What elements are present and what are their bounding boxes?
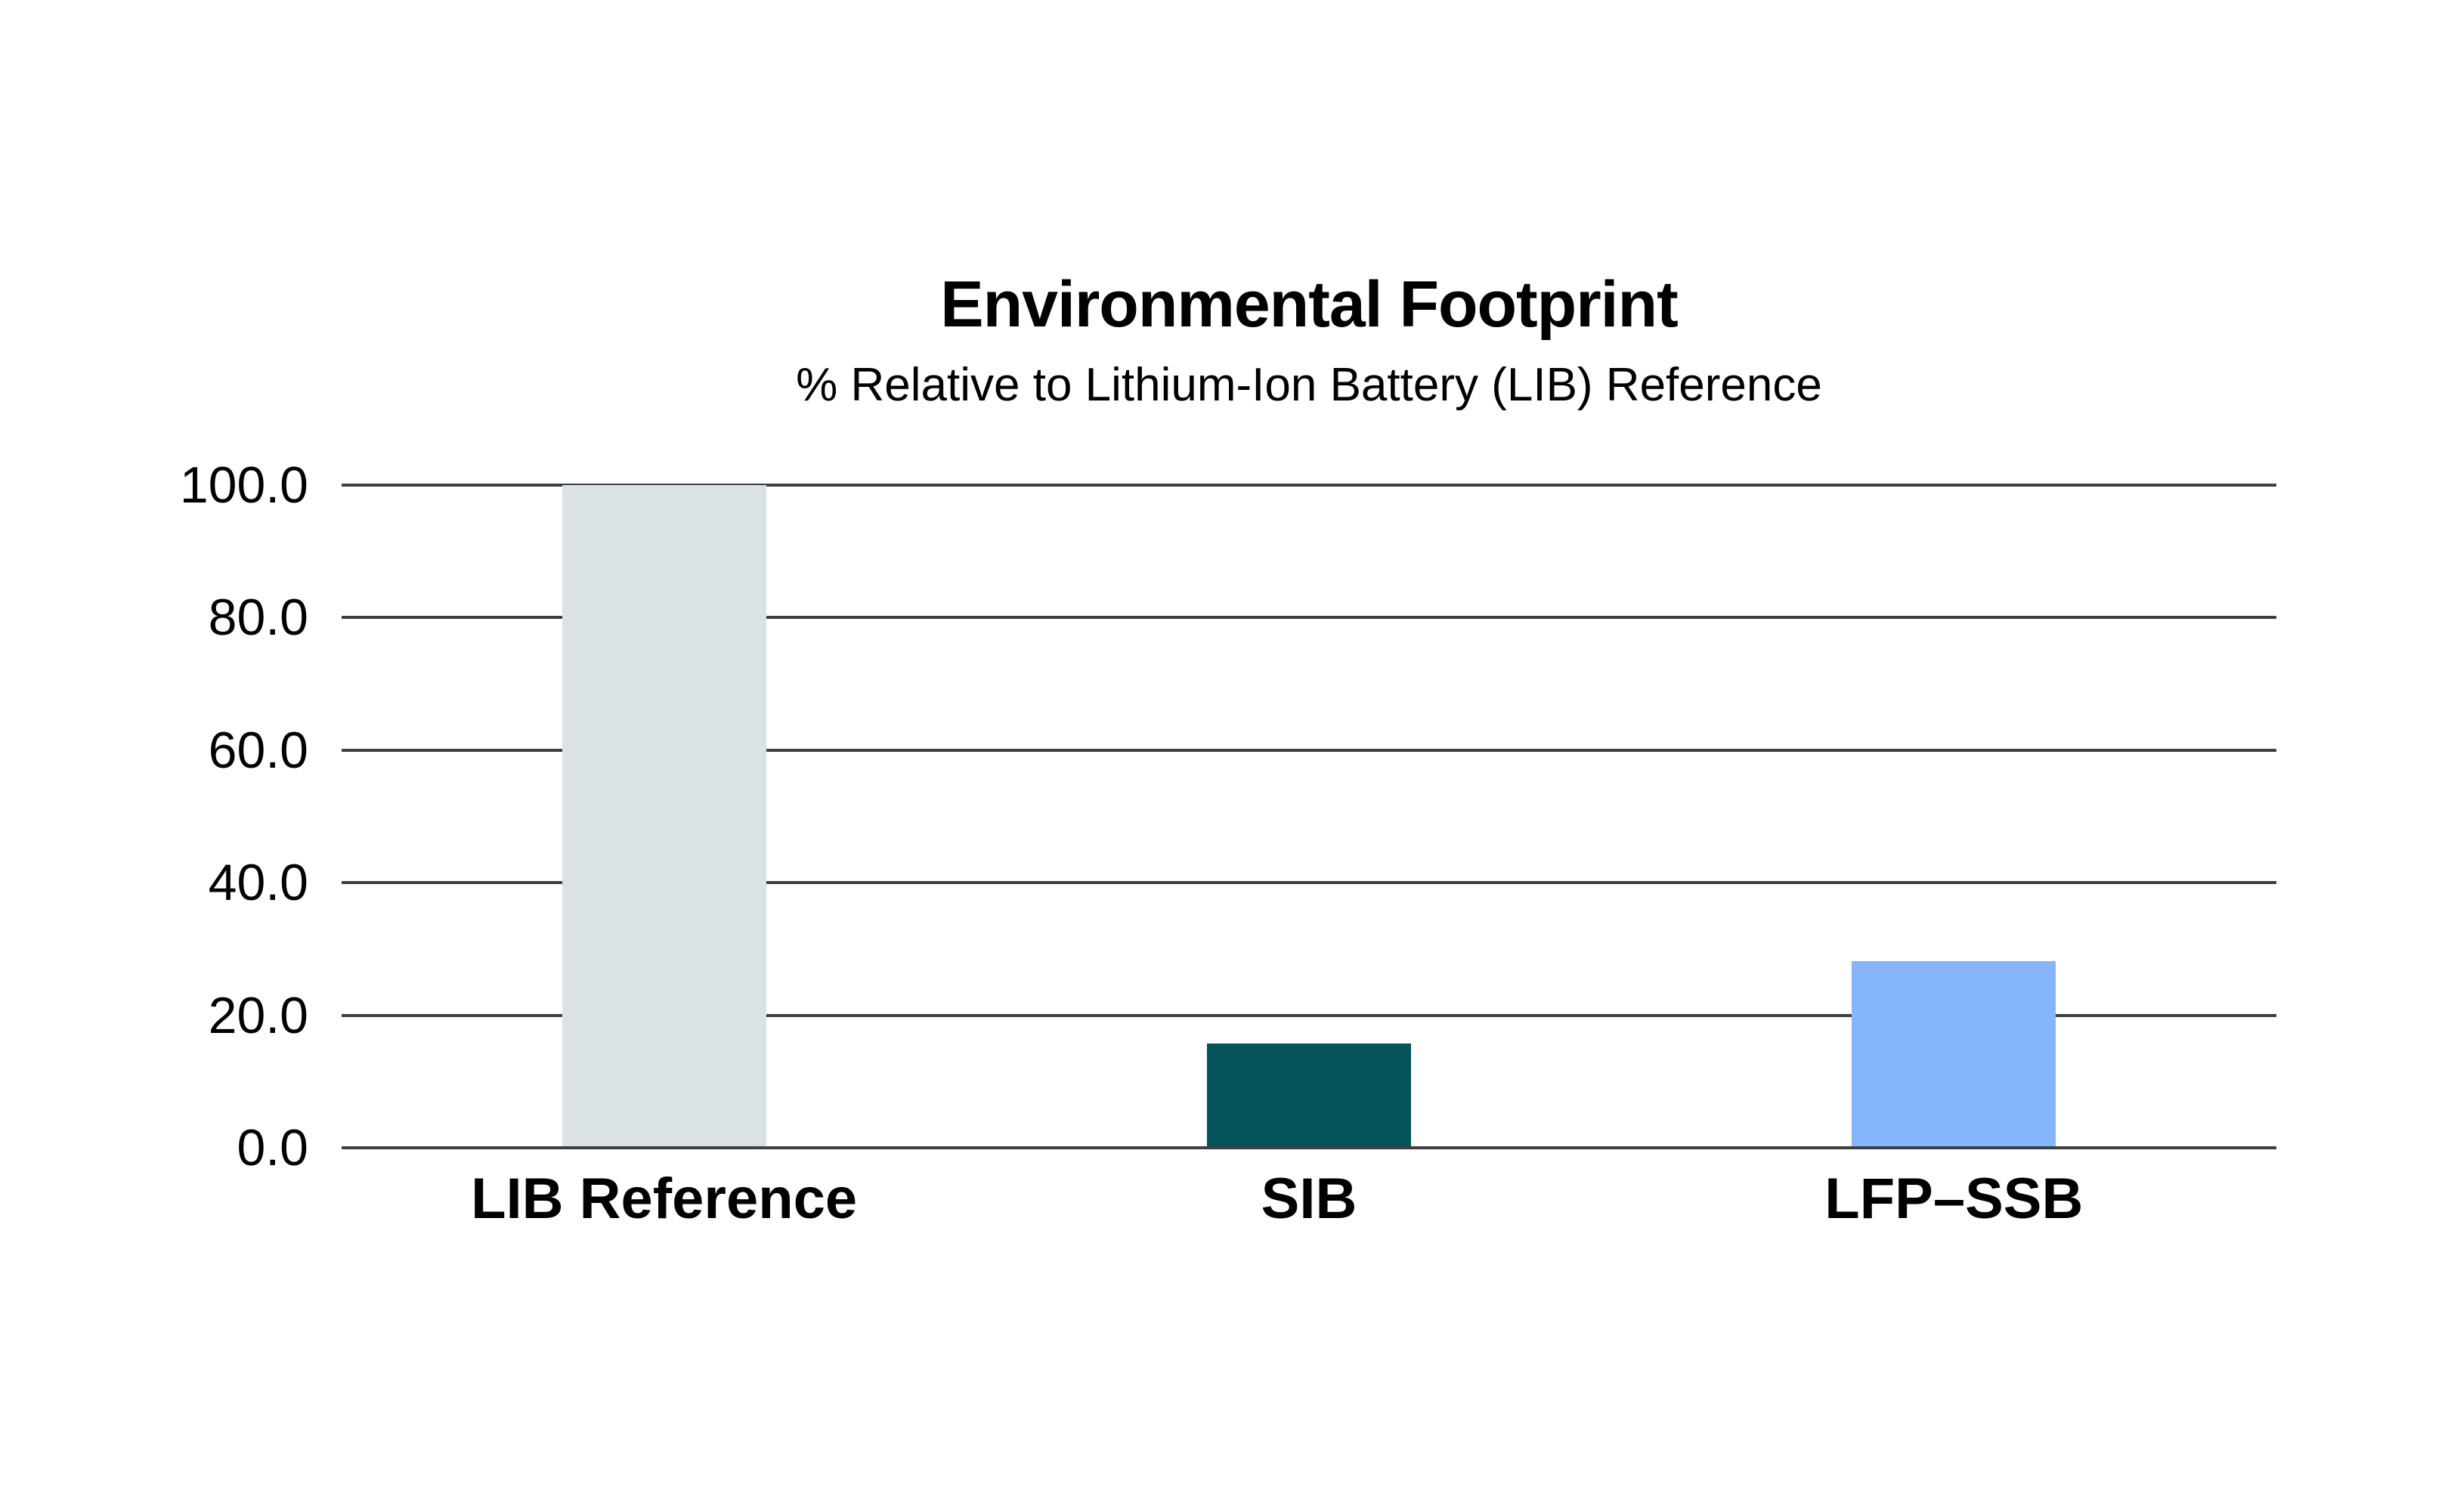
bar-sib bbox=[1207, 1044, 1411, 1146]
x-axis: LIB Reference SIB LFP–SSB bbox=[342, 1170, 2276, 1246]
y-tick-label-40.0: 40.0 bbox=[208, 854, 308, 912]
chart-title: Environmental Footprint bbox=[940, 268, 1679, 341]
gridline-60 bbox=[342, 748, 2276, 752]
gridline-20 bbox=[342, 1013, 2276, 1017]
y-tick-label-100.0: 100.0 bbox=[179, 456, 308, 514]
gridline-40 bbox=[342, 881, 2276, 885]
y-tick-label-60.0: 60.0 bbox=[208, 721, 308, 779]
x-category-label-sib: SIB bbox=[1261, 1167, 1357, 1231]
x-category-label-lfp-ssb: LFP–SSB bbox=[1824, 1167, 2084, 1231]
bar-lfp-ssb bbox=[1852, 961, 2056, 1146]
chart-subtitle: % Relative to Lithium-Ion Battery (LIB) … bbox=[796, 359, 1822, 411]
x-axis-line bbox=[342, 1146, 2276, 1149]
gridline-80 bbox=[342, 616, 2276, 620]
y-tick-label-80.0: 80.0 bbox=[208, 589, 308, 647]
bar-lib-reference bbox=[562, 485, 766, 1146]
y-axis: 100.0 80.0 60.0 40.0 20.0 0.0 bbox=[0, 0, 308, 1512]
plot-area bbox=[342, 484, 2276, 1149]
y-tick-label-0.0: 0.0 bbox=[237, 1119, 308, 1177]
gridline-100 bbox=[342, 484, 2276, 487]
y-tick-label-20.0: 20.0 bbox=[208, 986, 308, 1044]
x-category-label-lib-reference: LIB Reference bbox=[471, 1167, 858, 1231]
